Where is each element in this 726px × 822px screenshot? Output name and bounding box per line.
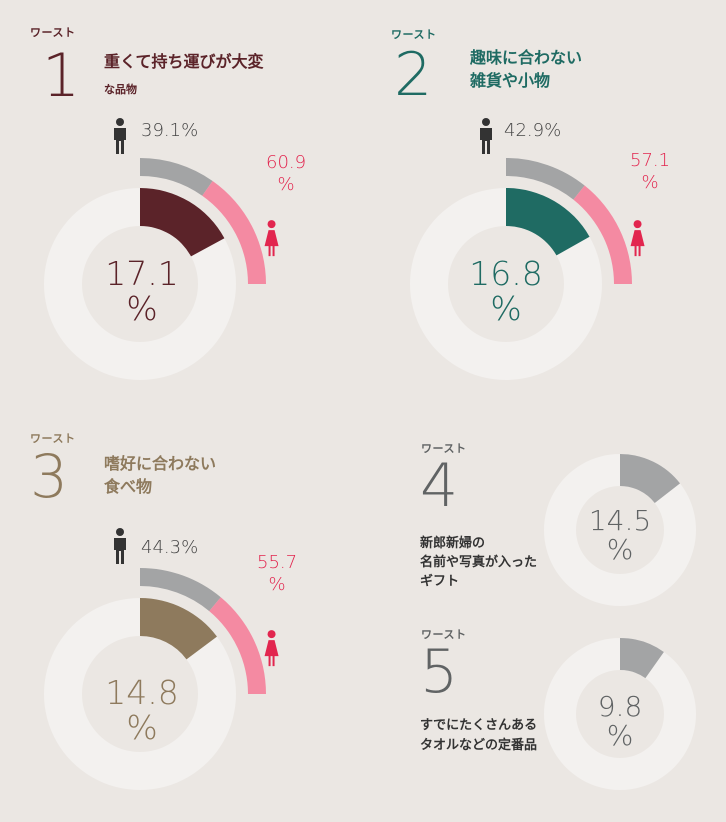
male-arc (506, 158, 585, 200)
worst-label: ワースト (30, 432, 76, 445)
center-value-number: 9.8 (597, 690, 643, 723)
center-value: 14.8 % (92, 673, 192, 747)
item-title-line: 新郎新婦の (420, 536, 486, 551)
female-percentage-number: 55.7 (257, 552, 298, 573)
male-percentage: 44.3% (141, 537, 199, 558)
female-percentage-number: 57.1 (630, 150, 671, 171)
rank-number: 5 (420, 637, 459, 707)
worst-label: ワースト (421, 628, 467, 641)
item-title: 新郎新婦の 名前や写真が入った ギフト (420, 534, 537, 591)
center-value: 14.5 % (575, 506, 665, 565)
center-value-percent: % (606, 719, 634, 753)
rank-number: 4 (420, 451, 459, 521)
female-percentage-sign: % (641, 172, 659, 193)
worst-label: ワースト (30, 26, 76, 39)
female-percentage: 55.7 % (257, 552, 297, 596)
female-arc (573, 185, 632, 284)
center-value-number: 16.8 (469, 254, 543, 293)
item-title-line: ギフト (420, 574, 460, 589)
female-icon-body (264, 230, 279, 257)
center-value-percent: % (606, 533, 634, 567)
female-icon (264, 220, 279, 257)
item-title: 嗜好に合わない 食べ物 (104, 452, 216, 498)
donut-value-slice (620, 638, 664, 679)
donut-chart (43, 528, 279, 790)
donut-chart (543, 454, 696, 606)
center-value: 9.8 % (575, 692, 665, 751)
center-value: 17.1 % (92, 254, 192, 328)
worst-label: ワースト (421, 442, 467, 455)
female-arc (209, 597, 266, 694)
item-title-line: 雑貨や小物 (470, 71, 551, 90)
item-title-line: 名前や写真が入った (420, 555, 538, 570)
male-icon (114, 118, 126, 154)
donut-value-slice (620, 454, 681, 504)
female-icon (264, 630, 279, 667)
male-icon-body (480, 128, 492, 154)
center-value-number: 14.8 (105, 673, 179, 712)
donut-chart (409, 118, 645, 380)
center-value-percent: % (126, 288, 158, 328)
item-title: すでにたくさんある タオルなどの定番品 (420, 716, 537, 756)
male-icon (480, 118, 492, 154)
donut-track (543, 638, 696, 790)
female-percentage: 60.9 % (266, 152, 306, 196)
female-arc (202, 181, 266, 284)
female-percentage-sign: % (277, 174, 295, 195)
female-icon-body (630, 230, 645, 257)
rank-number: 2 (394, 40, 433, 110)
item-title: 趣味に合わない 雑貨や小物 (470, 46, 582, 92)
male-arc (140, 158, 213, 196)
female-icon-head (633, 220, 642, 229)
rank-number: 3 (30, 442, 69, 512)
item-title-line: 嗜好に合わない (104, 454, 217, 473)
donut-value-slice (506, 188, 590, 256)
center-value-number: 17.1 (105, 254, 179, 293)
item-title-line: 食べ物 (104, 477, 153, 496)
female-percentage-sign: % (268, 574, 286, 595)
male-icon-body (114, 538, 126, 564)
female-icon (630, 220, 645, 257)
female-percentage: 57.1 % (630, 150, 670, 194)
item-title-line: タオルなどの定番品 (420, 738, 538, 753)
male-icon-head (116, 118, 124, 126)
rank-number: 1 (42, 41, 81, 111)
female-icon-body (264, 640, 279, 667)
center-value: 16.8 % (451, 254, 561, 328)
male-percentage: 42.9% (504, 120, 562, 141)
item-title: 重くて持ち運びが大変 (104, 52, 264, 71)
female-icon-head (267, 220, 276, 229)
male-arc (140, 568, 221, 612)
center-value-percent: % (490, 288, 522, 328)
male-percentage: 39.1% (141, 120, 199, 141)
donut-chart (543, 638, 696, 790)
male-icon (114, 528, 126, 564)
male-icon-body (114, 128, 126, 154)
donut-value-slice (140, 598, 217, 660)
worst-label: ワースト (391, 28, 437, 41)
item-subtitle: な品物 (104, 83, 137, 96)
center-value-number: 14.5 (588, 504, 652, 537)
donut-chart (43, 118, 279, 380)
donut-value-slice (140, 188, 225, 257)
item-title-line: 趣味に合わない (470, 48, 583, 67)
item-title-line: すでにたくさんある (420, 718, 538, 733)
female-percentage-number: 60.9 (266, 152, 307, 173)
male-icon-head (116, 528, 124, 536)
male-icon-head (482, 118, 490, 126)
female-icon-head (267, 630, 276, 639)
center-value-percent: % (126, 707, 158, 747)
